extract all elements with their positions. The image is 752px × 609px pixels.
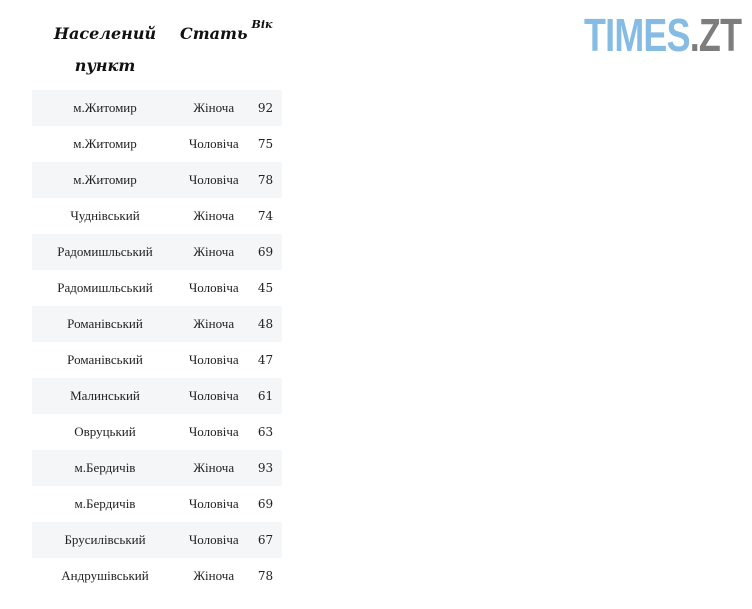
cell-settlement: м.Житомир — [73, 136, 137, 151]
header-settlement: Населений пункт — [53, 24, 157, 75]
cell-settlement: Радомишльський — [57, 280, 153, 295]
cell-age: 78 — [257, 569, 274, 583]
cell-age: 48 — [249, 306, 282, 342]
table-row: Радомишльський Чоловіча 45 — [32, 270, 282, 306]
cell-age: 45 — [257, 281, 274, 295]
cell-sex: Чоловіча — [178, 162, 250, 198]
cell-settlement: м.Бердичів — [74, 496, 136, 511]
cell-sex: Чоловіча — [178, 378, 250, 414]
header-age: Вік — [251, 18, 273, 31]
logo-part-zt: .ZT — [689, 9, 742, 61]
cell-settlement: м.Бердичів — [32, 450, 178, 486]
cell-sex: Чоловіча — [188, 136, 239, 151]
cell-settlement: Чуднівський — [70, 208, 140, 223]
cell-settlement: Романівський — [32, 306, 178, 342]
cell-settlement: м.Житомир — [32, 90, 178, 126]
cell-age: 63 — [257, 425, 274, 439]
cell-age: 92 — [249, 90, 282, 126]
cell-sex: Жіноча — [193, 568, 235, 583]
table-row: м.Бердичів Жіноча 93 — [32, 450, 282, 486]
cell-settlement: Брусилівський — [32, 522, 178, 558]
table-row: Романівський Чоловіча 47 — [32, 342, 282, 378]
cell-age: 61 — [249, 378, 282, 414]
table-row: Чуднівський Жіноча 74 — [32, 198, 282, 234]
logo-part-times: TIMES — [584, 9, 691, 61]
cell-sex: Жіноча — [178, 234, 250, 270]
cell-sex: Чоловіча — [178, 522, 250, 558]
cell-sex: Жіноча — [178, 306, 250, 342]
table-row: м.Бердичів Чоловіча 69 — [32, 486, 282, 522]
table-header-row: Населений пункт Стать Вік — [32, 10, 282, 90]
table-row: Малинський Чоловіча 61 — [32, 378, 282, 414]
cell-sex: Жіноча — [178, 450, 250, 486]
cell-sex: Чоловіча — [188, 424, 239, 439]
table-row: Радомишльський Жіноча 69 — [32, 234, 282, 270]
cell-age: 47 — [257, 353, 274, 367]
cell-settlement: м.Житомир — [32, 162, 178, 198]
cell-sex: Чоловіча — [188, 280, 239, 295]
site-logo[interactable]: TIMES.ZT — [584, 8, 742, 62]
cell-settlement: Овруцький — [74, 424, 136, 439]
cell-settlement: Романівський — [67, 352, 143, 367]
table-row: м.Житомир Чоловіча 75 — [32, 126, 282, 162]
table-row: м.Житомир Жіноча 92 — [32, 90, 282, 126]
cell-age: 75 — [257, 137, 274, 151]
cell-age: 74 — [257, 209, 274, 223]
cell-age: 93 — [249, 450, 282, 486]
table-row: м.Житомир Чоловіча 78 — [32, 162, 282, 198]
table-row: Романівський Жіноча 48 — [32, 306, 282, 342]
cell-settlement: Андрушівський — [61, 568, 149, 583]
cell-age: 67 — [249, 522, 282, 558]
header-sex: Стать — [180, 24, 248, 43]
table-row: Овруцький Чоловіча 63 — [32, 414, 282, 450]
cell-age: 69 — [249, 234, 282, 270]
cell-sex: Жіноча — [178, 90, 250, 126]
cell-settlement: Радомишльський — [32, 234, 178, 270]
table-row: Брусилівський Чоловіча 67 — [32, 522, 282, 558]
cell-sex: Чоловіча — [188, 496, 239, 511]
cell-age: 69 — [257, 497, 274, 511]
cell-sex: Чоловіча — [188, 352, 239, 367]
cell-settlement: Малинський — [32, 378, 178, 414]
table-row: Андрушівський Жіноча 78 — [32, 558, 282, 594]
cell-sex: Жіноча — [193, 208, 235, 223]
cell-age: 78 — [249, 162, 282, 198]
data-table: Населений пункт Стать Вік м.Житомир Жіноч… — [32, 10, 282, 594]
